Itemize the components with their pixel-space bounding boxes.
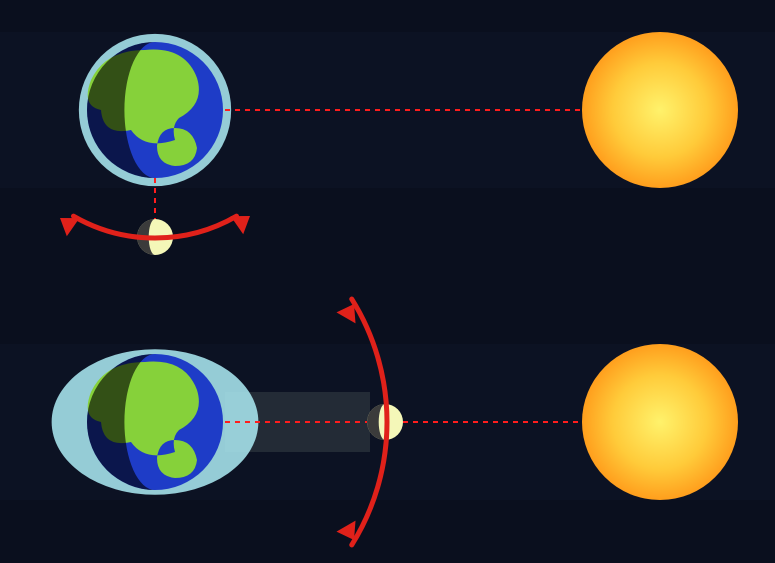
sun	[582, 32, 738, 188]
diagram-panel-spring-tide	[0, 282, 775, 563]
diagram-panel-neap-tide	[0, 0, 775, 270]
sun	[582, 344, 738, 500]
panel-spring-tide	[0, 282, 775, 563]
earth	[87, 354, 223, 490]
earth	[87, 42, 223, 178]
panel-neap-tide	[0, 0, 775, 270]
